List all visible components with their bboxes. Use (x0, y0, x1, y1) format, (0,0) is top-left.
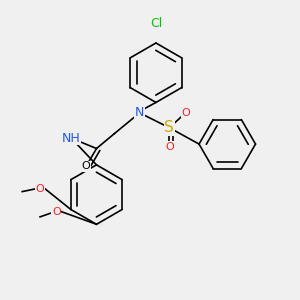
Text: O: O (52, 207, 61, 218)
Text: O: O (82, 161, 91, 171)
Text: O: O (165, 142, 174, 152)
Text: S: S (164, 120, 174, 135)
Text: O: O (36, 184, 44, 194)
Text: N: N (135, 106, 144, 119)
Text: O: O (181, 108, 190, 118)
Text: NH: NH (62, 132, 81, 145)
Text: Cl: Cl (150, 17, 162, 30)
